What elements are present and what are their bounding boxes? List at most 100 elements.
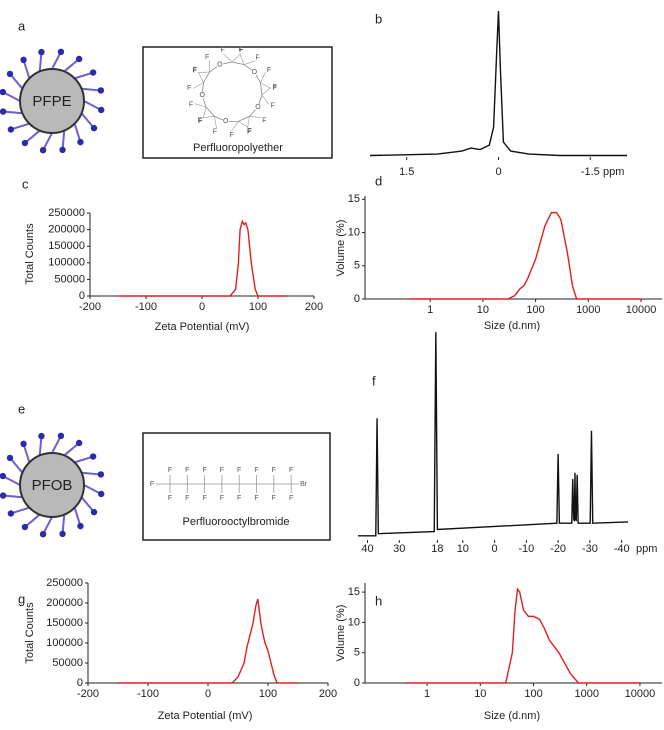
atom: F <box>185 495 189 502</box>
bond <box>239 53 245 65</box>
atom: F <box>202 495 206 502</box>
y-tick-label: 50000 <box>52 657 83 669</box>
particle <box>19 452 85 518</box>
ligand-head <box>39 530 47 538</box>
atom: Br <box>300 481 308 488</box>
atom: F <box>237 495 241 502</box>
y-tick-label: 0 <box>79 290 85 302</box>
bond <box>194 103 207 108</box>
x-axis-label: Size (d.nm) <box>484 710 540 722</box>
atom: O <box>252 69 258 76</box>
atom: F <box>237 467 241 474</box>
y-tick-label: 0 <box>354 677 360 689</box>
atom-bg <box>216 61 224 69</box>
x-tick-label: 1 <box>424 688 430 700</box>
caption: Perfluoropolyether <box>193 142 283 154</box>
bond <box>202 115 215 119</box>
atom: F <box>248 128 252 135</box>
y-tick-label: 150000 <box>46 617 83 629</box>
y-tick-label: 0 <box>354 293 360 305</box>
atom: F <box>254 467 258 474</box>
atom: F <box>254 495 258 502</box>
x-tick-label: 100 <box>524 688 542 700</box>
atom: F <box>272 467 276 474</box>
bond <box>249 115 262 119</box>
atom-bg <box>254 103 262 111</box>
x-tick-label: 1000 <box>574 688 598 700</box>
structure-box <box>142 432 331 541</box>
y-tick-label: 10 <box>348 226 360 238</box>
x-axis-label: ppm <box>603 166 624 178</box>
ligand-head <box>6 454 14 462</box>
atom-bg <box>222 117 230 125</box>
ligand-head <box>7 510 15 517</box>
bond <box>197 71 210 74</box>
atom: F <box>239 47 243 54</box>
x-tick-label: -20 <box>550 543 566 555</box>
ligand-head <box>20 440 27 448</box>
atom: F <box>192 68 196 75</box>
ligand-head <box>59 530 66 538</box>
x-tick-label: 0 <box>495 166 501 178</box>
y-axis-label: Volume (%) <box>335 605 347 662</box>
ligand-head <box>0 108 7 115</box>
x-tick-label: 10 <box>477 304 489 316</box>
x-tick-label: 100 <box>249 301 267 313</box>
atom: F <box>220 467 224 474</box>
data-line <box>358 332 629 537</box>
y-tick-label: 200000 <box>46 597 83 609</box>
bond <box>261 94 270 105</box>
atom: F <box>247 128 251 135</box>
ligand-head <box>57 48 65 56</box>
bond <box>198 72 204 83</box>
bond <box>203 106 207 119</box>
atom: F <box>198 117 202 124</box>
y-tick-label: 5 <box>354 260 360 272</box>
y-tick-label: 250000 <box>46 577 83 589</box>
ligand-head <box>75 55 83 63</box>
atom-bg <box>198 91 206 99</box>
x-tick-label: 1 <box>427 304 433 316</box>
atom: F <box>289 495 293 502</box>
x-tick-label: -30 <box>582 543 598 555</box>
atom: O <box>255 104 261 111</box>
ring-bonds <box>201 61 263 122</box>
ligand-head <box>97 106 105 114</box>
atom: F <box>187 85 191 92</box>
ligand-head <box>0 492 7 499</box>
bond <box>260 82 271 89</box>
bond <box>231 53 241 63</box>
ligand-head <box>89 453 97 460</box>
data-line <box>369 10 627 157</box>
ligand-head <box>57 432 65 440</box>
ligand-head <box>6 70 14 78</box>
x-tick-label: 10000 <box>625 688 656 700</box>
ligand-head <box>0 472 7 480</box>
x-tick-label: 1000 <box>576 304 600 316</box>
atom: F <box>205 54 209 61</box>
y-axis-label: Total Counts <box>24 223 36 285</box>
ligand-head <box>59 146 66 154</box>
x-tick-label: 100 <box>526 304 544 316</box>
y-tick-label: 15 <box>348 193 360 205</box>
ligand-head <box>7 126 15 133</box>
ligand-head <box>38 48 45 56</box>
particle-label: PFOB <box>32 477 73 494</box>
ligand-head <box>77 522 84 530</box>
x-tick-label: -1.5 <box>581 166 600 178</box>
x-tick-label: 200 <box>319 688 337 700</box>
ligand-head <box>90 508 98 516</box>
x-tick-label: 0 <box>199 301 205 313</box>
y-tick-label: 100000 <box>46 637 83 649</box>
atom: O <box>223 118 229 125</box>
x-tick-label: -200 <box>77 688 99 700</box>
x-axis-label: ppm <box>636 543 657 555</box>
atom: F <box>168 467 172 474</box>
particle <box>19 68 85 134</box>
atom: F <box>202 467 206 474</box>
x-tick-label: 100 <box>259 688 277 700</box>
atom: O <box>199 92 205 99</box>
ligand-head <box>90 124 98 132</box>
data-line <box>409 211 642 300</box>
y-tick-label: 50000 <box>54 273 85 285</box>
